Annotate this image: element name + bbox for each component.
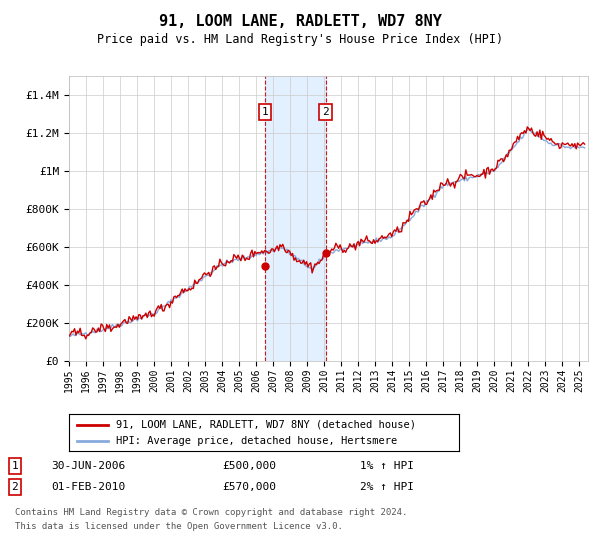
Text: 91, LOOM LANE, RADLETT, WD7 8NY (detached house): 91, LOOM LANE, RADLETT, WD7 8NY (detache… — [116, 419, 416, 430]
Text: 2: 2 — [11, 482, 19, 492]
Text: £570,000: £570,000 — [222, 482, 276, 492]
Text: 91, LOOM LANE, RADLETT, WD7 8NY: 91, LOOM LANE, RADLETT, WD7 8NY — [158, 14, 442, 29]
Text: 2% ↑ HPI: 2% ↑ HPI — [360, 482, 414, 492]
Text: 1: 1 — [11, 461, 19, 471]
Text: Price paid vs. HM Land Registry's House Price Index (HPI): Price paid vs. HM Land Registry's House … — [97, 32, 503, 46]
Text: £500,000: £500,000 — [222, 461, 276, 471]
Text: This data is licensed under the Open Government Licence v3.0.: This data is licensed under the Open Gov… — [15, 522, 343, 531]
Text: 1% ↑ HPI: 1% ↑ HPI — [360, 461, 414, 471]
Text: HPI: Average price, detached house, Hertsmere: HPI: Average price, detached house, Hert… — [116, 436, 397, 446]
Bar — [265, 76, 326, 361]
Text: 30-JUN-2006: 30-JUN-2006 — [51, 461, 125, 471]
Text: 1: 1 — [262, 107, 268, 117]
Text: 2: 2 — [322, 107, 329, 117]
Text: Contains HM Land Registry data © Crown copyright and database right 2024.: Contains HM Land Registry data © Crown c… — [15, 508, 407, 517]
Text: 01-FEB-2010: 01-FEB-2010 — [51, 482, 125, 492]
